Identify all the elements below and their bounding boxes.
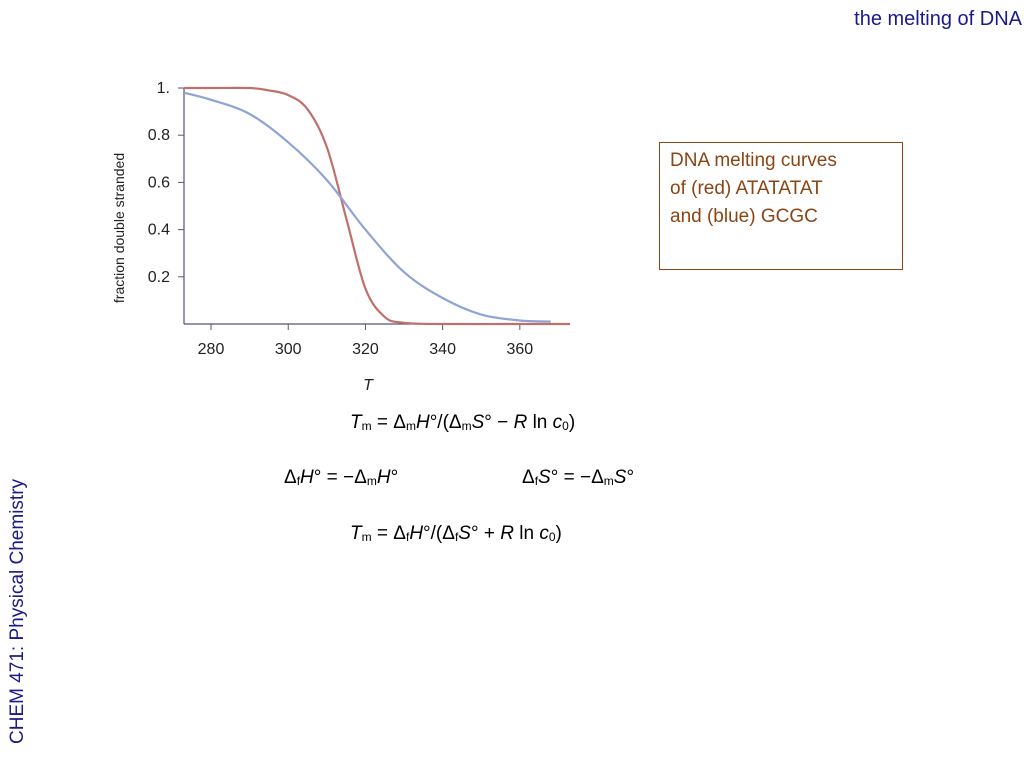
caption-line: and (blue) GCGC	[670, 206, 818, 227]
y-tick-label: 0.4	[148, 222, 170, 239]
course-label: CHEM 471: Physical Chemistry	[7, 478, 28, 744]
x-axis-label: T	[363, 377, 374, 394]
melting-curve-chart: 280 300 320 340 360 0.2 0.4 0.6 0.8 1. fraction d…	[111, 80, 570, 394]
y-tick-label: 0.6	[148, 174, 170, 191]
caption-line: DNA melting curves	[670, 150, 837, 171]
x-tick-label: 320	[352, 341, 379, 358]
x-tick-label: 340	[429, 341, 456, 358]
y-axis-label: fraction double stranded	[111, 153, 127, 303]
equation-tm-delta-f: Tm = ΔfH°/(ΔfS° + R ln c0)	[350, 523, 562, 544]
y-tick-label: 0.2	[148, 269, 170, 286]
red-series-line	[184, 86, 570, 326]
equation-delta-f-h: ΔfH° = −ΔmH°	[284, 467, 399, 488]
x-tick-label: 360	[506, 341, 533, 358]
equation-tm-delta-m: Tm = ΔmH°/(ΔmS° − R ln c0)	[350, 412, 576, 433]
chart-axes: 280 300 320 340 360 0.2 0.4 0.6 0.8 1.	[148, 80, 570, 358]
caption-line: of (red) ATATATAT	[670, 178, 823, 199]
x-tick-label: 280	[198, 341, 225, 358]
equation-delta-f-s: ΔfS° = −ΔmS°	[522, 467, 635, 488]
chart-curves	[183, 86, 570, 326]
caption-box: DNA melting curves of (red) ATATATAT and…	[659, 142, 903, 270]
x-tick-label: 300	[275, 341, 302, 358]
slide-title: the melting of DNA	[854, 8, 1022, 30]
blue-series-line	[183, 91, 551, 323]
y-tick-label: 0.8	[148, 127, 170, 144]
y-tick-label: 1.	[157, 80, 170, 97]
